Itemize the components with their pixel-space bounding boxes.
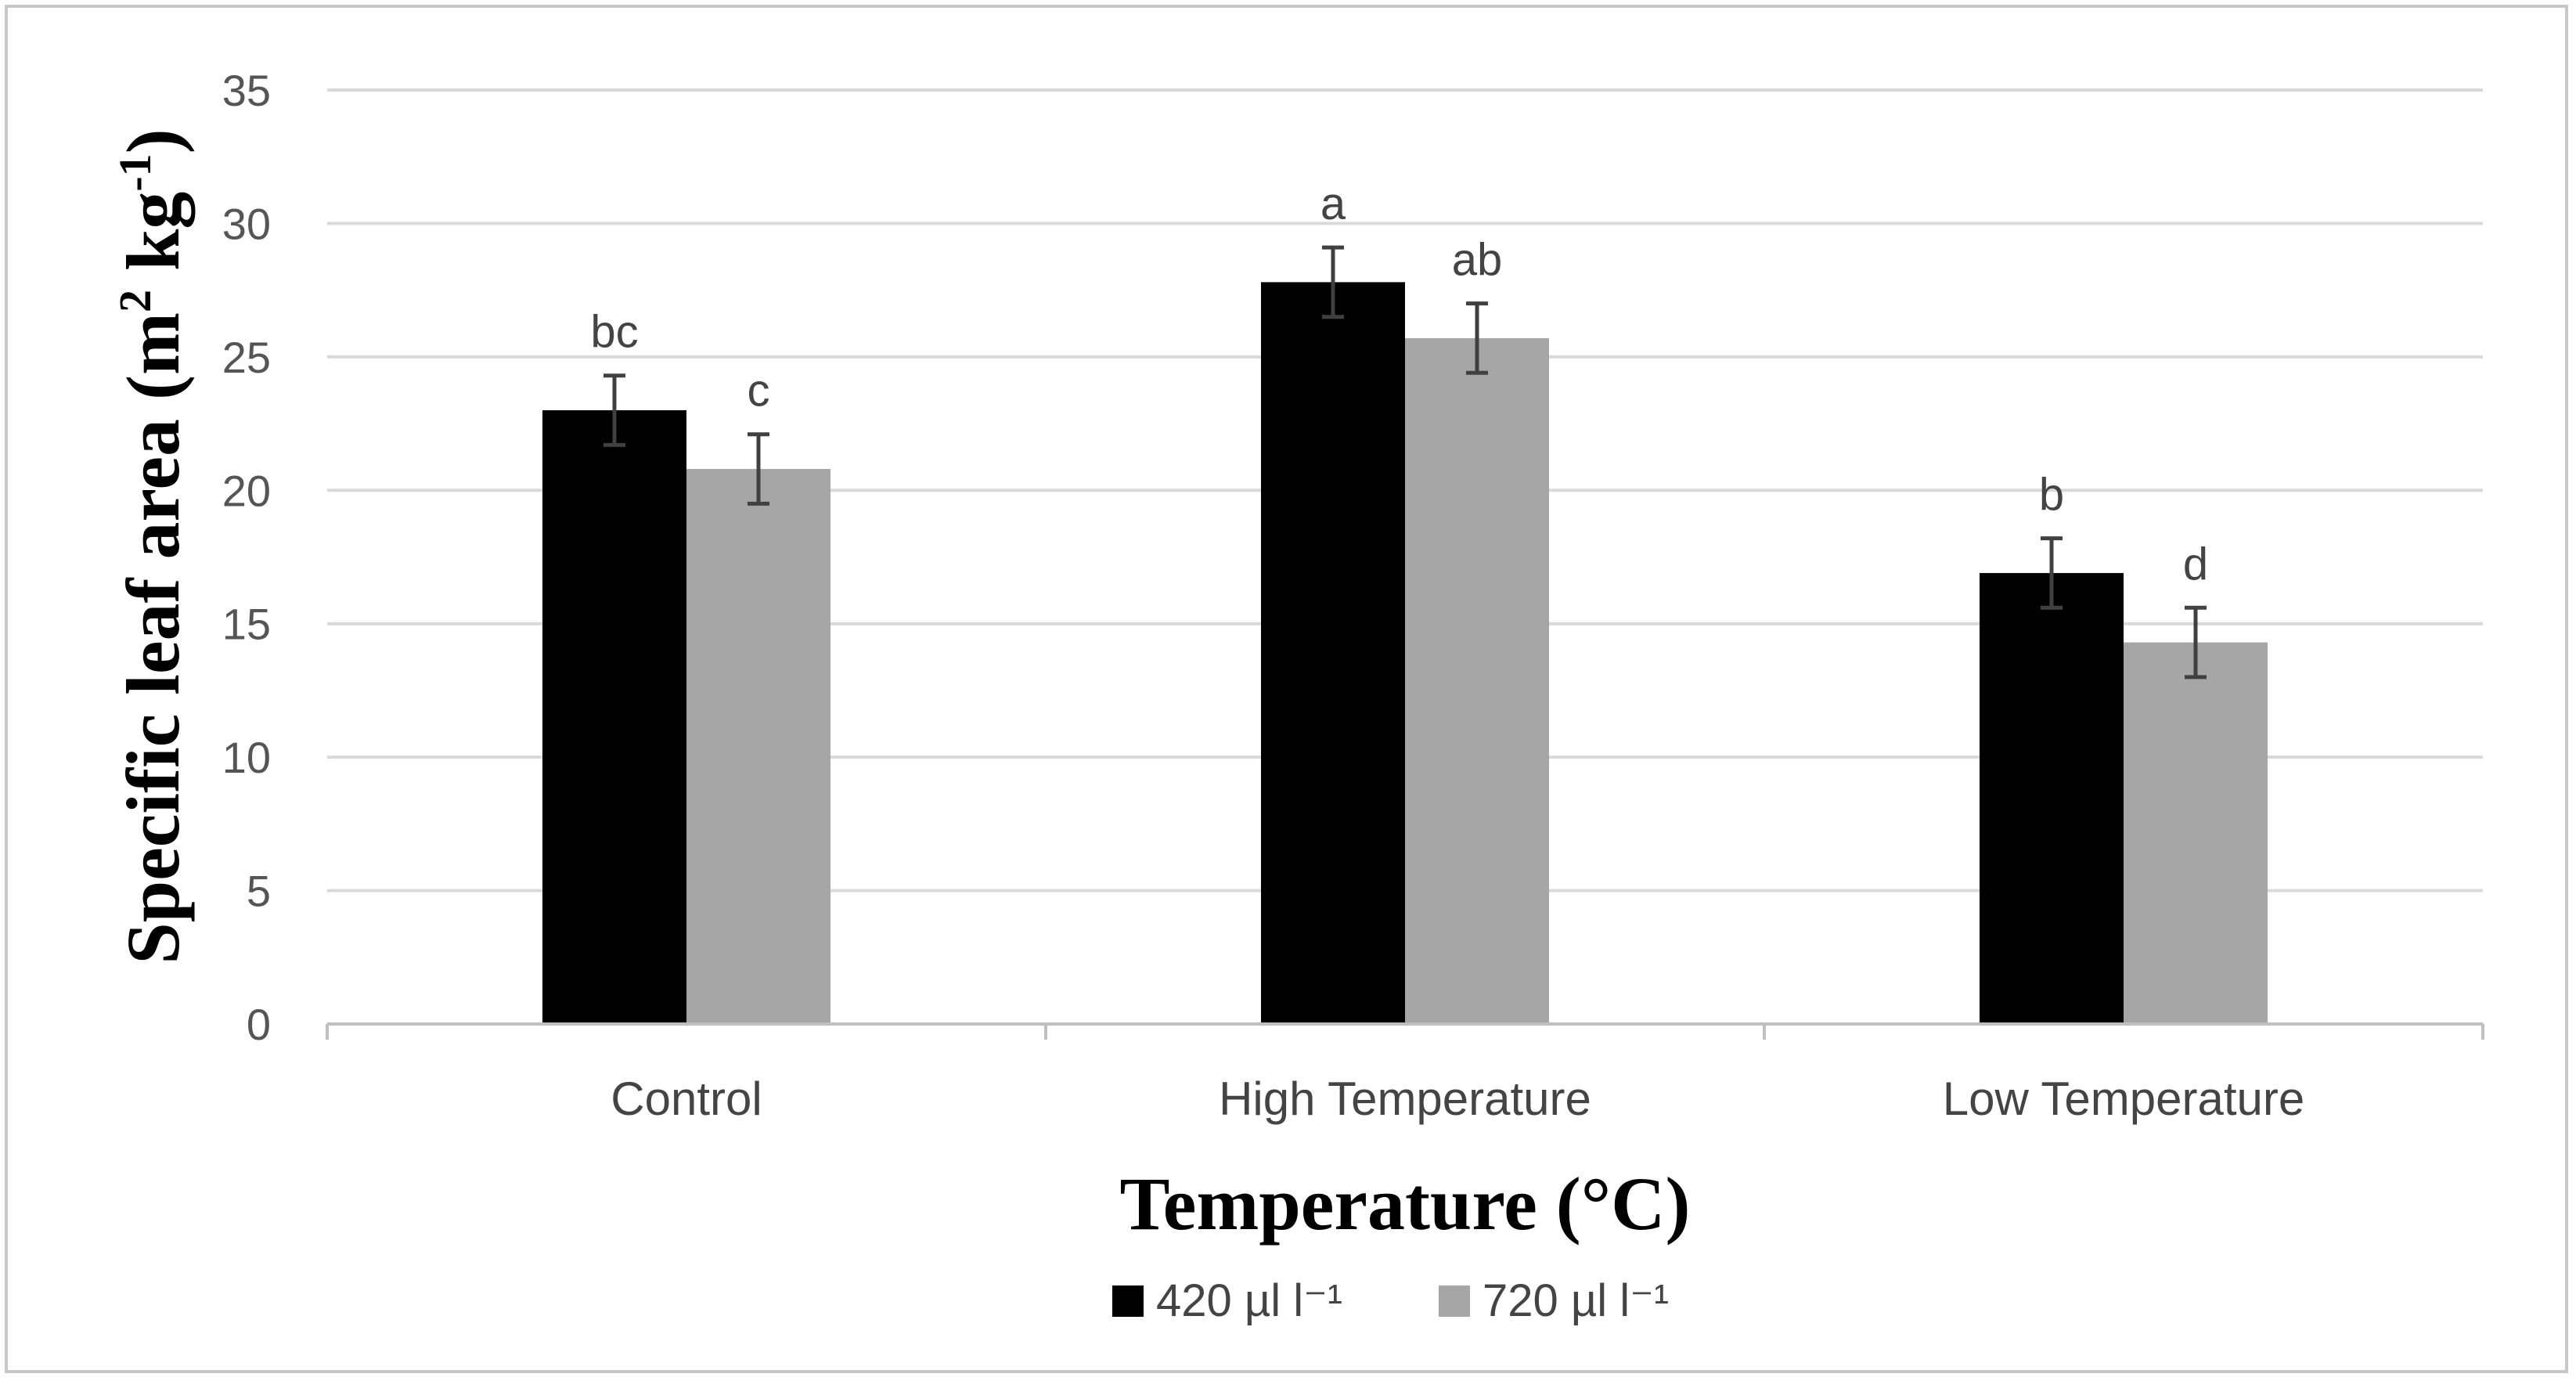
legend-label-720: 720 µl l⁻¹	[1483, 1275, 1669, 1326]
bar-720	[1405, 337, 1549, 1024]
category-label: High Temperature	[1219, 1073, 1591, 1125]
x-axis-title: Temperature (°C)	[1120, 1162, 1691, 1246]
legend: 420 µl l⁻¹ 720 µl l⁻¹	[1112, 1275, 1669, 1326]
significance-letter: b	[2039, 470, 2064, 521]
significance-letter: ab	[1452, 235, 1503, 286]
bar-720	[686, 469, 830, 1024]
bar-420	[1261, 282, 1405, 1025]
y-tick-label: 0	[247, 1000, 271, 1049]
bar-720	[2124, 642, 2268, 1024]
y-tick-label: 25	[222, 333, 271, 382]
bar-420	[1980, 572, 2124, 1024]
y-tick-label: 35	[222, 66, 271, 115]
significance-letter: c	[748, 366, 770, 416]
x-axis	[326, 1022, 2484, 1040]
labels: 0 5 10 15 20 25 30 35 Control bc c High Temperature…	[222, 66, 2305, 1125]
y-tick-label: 30	[222, 199, 271, 248]
bar-420	[542, 410, 686, 1024]
y-tick-label: 15	[222, 600, 271, 649]
y-tick-label: 10	[222, 733, 271, 782]
category-label: Low Temperature	[1943, 1073, 2304, 1125]
bars	[542, 245, 2268, 1025]
significance-letter: a	[1320, 178, 1346, 229]
legend-swatch-720	[1439, 1285, 1470, 1317]
legend-label-420: 420 µl l⁻¹	[1156, 1275, 1342, 1326]
significance-letter: d	[2183, 539, 2208, 590]
y-axis-title: Specific leaf area (m2 kg-1)	[110, 128, 195, 964]
category-label: Control	[611, 1073, 762, 1125]
y-tick-label: 5	[247, 867, 271, 916]
legend-swatch-420	[1112, 1285, 1144, 1317]
significance-letter: bc	[590, 307, 638, 358]
y-tick-label: 20	[222, 466, 271, 515]
